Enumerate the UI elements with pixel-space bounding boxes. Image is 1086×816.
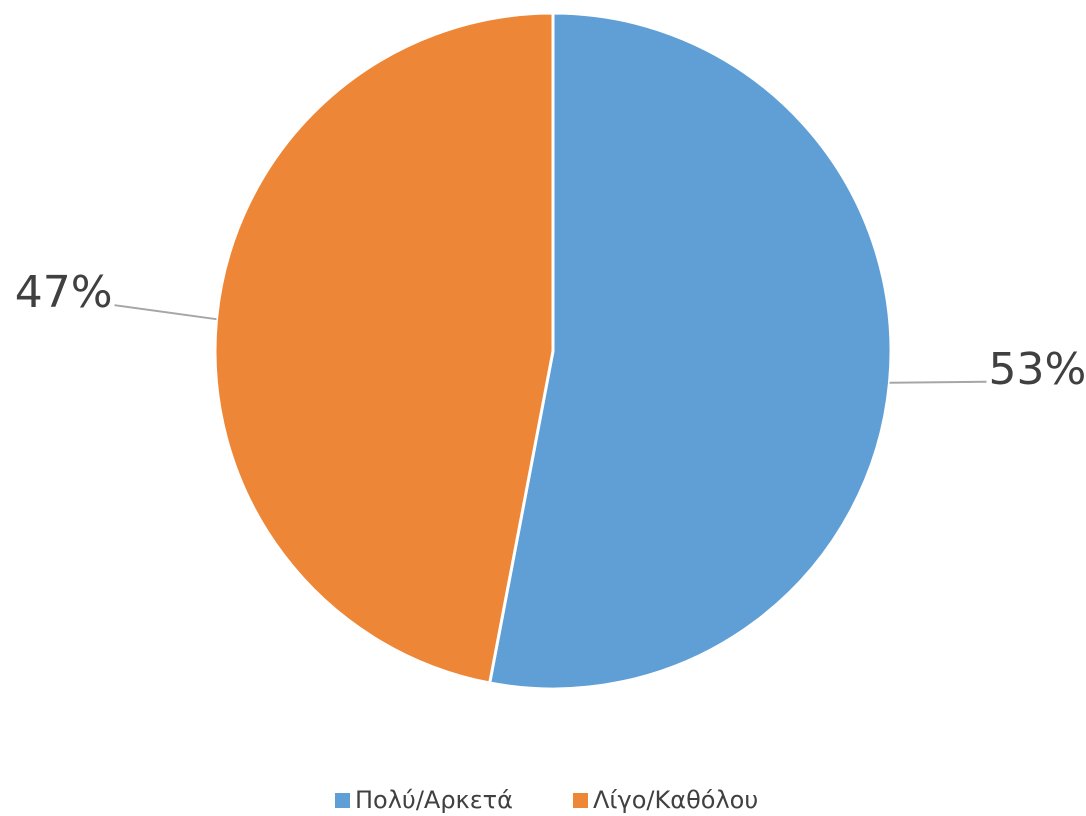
pie-slice [213,11,555,685]
data-label: 53% [988,344,1086,395]
data-label: 47% [15,267,113,318]
leader-line [114,304,217,321]
legend-swatch [573,793,588,808]
legend-label: Λίγο/Καθόλου [593,786,758,814]
leader-line [889,380,987,384]
legend-swatch [335,793,350,808]
legend-label: Πολύ/Αρκετά [355,786,513,814]
